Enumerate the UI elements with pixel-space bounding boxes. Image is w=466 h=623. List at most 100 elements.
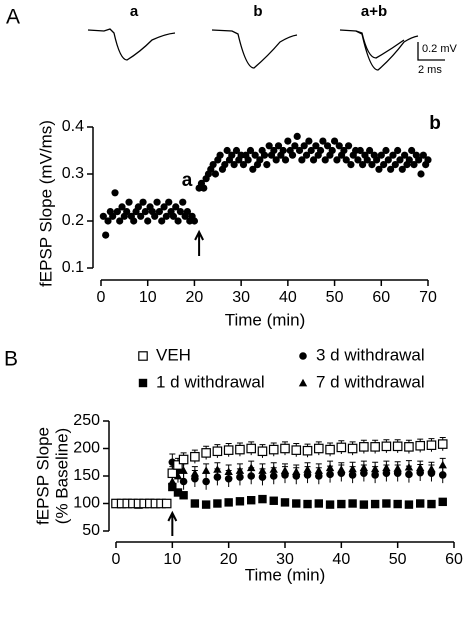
point <box>200 184 208 192</box>
point <box>190 451 200 462</box>
x-tick-label: 0 <box>97 289 106 306</box>
point <box>330 137 339 145</box>
point <box>118 203 126 211</box>
point <box>366 146 374 155</box>
point <box>305 137 313 145</box>
point <box>348 499 357 508</box>
point <box>384 156 392 164</box>
point <box>392 441 403 452</box>
y-tick-label: 250 <box>73 412 100 429</box>
point <box>211 170 220 178</box>
trace-label: a <box>130 3 139 20</box>
y-axis-title: fEPSP Slope (mV/ms) <box>36 120 55 287</box>
point <box>258 466 267 474</box>
point <box>269 472 278 480</box>
point <box>161 498 172 509</box>
point <box>337 499 346 509</box>
trace <box>211 29 298 69</box>
point <box>368 161 376 169</box>
point <box>356 146 364 155</box>
point <box>224 474 233 483</box>
point <box>370 442 380 452</box>
x-tick-label: 10 <box>139 289 157 306</box>
point <box>404 500 414 509</box>
legend-marker <box>299 352 307 360</box>
arrow <box>167 510 178 536</box>
point <box>348 471 357 479</box>
point <box>354 156 362 164</box>
point <box>270 146 278 155</box>
point <box>288 151 297 159</box>
point <box>404 442 414 452</box>
point <box>316 146 325 155</box>
point <box>125 198 133 206</box>
point <box>370 464 380 473</box>
point <box>244 156 252 164</box>
x-tick-label: 30 <box>276 551 294 568</box>
legend-label: 1 d withdrawal <box>156 372 265 391</box>
y-tick-label: 0.4 <box>62 118 84 135</box>
point <box>393 499 402 509</box>
point <box>321 156 329 164</box>
point <box>396 156 404 164</box>
point <box>172 203 180 211</box>
point <box>102 231 110 239</box>
point <box>359 442 369 452</box>
legend-marker <box>298 378 308 387</box>
point <box>251 151 259 159</box>
point <box>224 467 233 475</box>
point <box>247 463 256 472</box>
point <box>247 496 256 505</box>
annotation: b <box>429 113 441 134</box>
point <box>158 217 166 225</box>
x-tick-label: 60 <box>372 289 390 306</box>
point <box>144 217 152 225</box>
point <box>281 156 290 164</box>
point <box>160 203 168 211</box>
point <box>183 208 192 216</box>
point <box>201 448 211 458</box>
point <box>155 208 163 216</box>
x-tick-label: 50 <box>326 289 344 306</box>
point <box>405 470 413 479</box>
point <box>235 466 245 474</box>
point <box>336 442 347 453</box>
panel-label: A <box>6 6 20 29</box>
point <box>347 161 355 169</box>
point <box>141 208 149 216</box>
point <box>359 463 369 472</box>
point <box>377 151 385 159</box>
x-tick-label: 40 <box>279 289 297 306</box>
legend-label: 3 d withdrawal <box>316 345 425 364</box>
y-tick-label: 0.1 <box>62 259 84 276</box>
point <box>111 189 119 197</box>
point <box>335 142 343 150</box>
point <box>235 497 245 506</box>
point <box>342 156 350 164</box>
point <box>176 208 185 216</box>
point <box>265 142 273 150</box>
point <box>179 198 187 206</box>
point <box>404 463 414 471</box>
point <box>162 212 170 220</box>
point <box>405 156 413 164</box>
point <box>202 477 210 486</box>
point <box>280 498 290 507</box>
point <box>416 463 425 472</box>
x-tick-label: 50 <box>389 551 407 568</box>
trace <box>87 28 176 61</box>
legend-label: 7 d withdrawal <box>316 372 425 391</box>
trace <box>339 29 419 71</box>
x-tick-label: 10 <box>163 551 181 568</box>
annotation: a <box>182 170 193 191</box>
point <box>284 137 292 145</box>
point <box>169 212 178 220</box>
point <box>263 161 271 169</box>
point <box>173 460 183 470</box>
point <box>239 161 248 169</box>
point <box>212 446 223 457</box>
x-tick-label: 20 <box>186 289 204 306</box>
x-axis-title: Time (min) <box>225 310 306 329</box>
point <box>113 208 121 216</box>
point <box>370 499 380 509</box>
